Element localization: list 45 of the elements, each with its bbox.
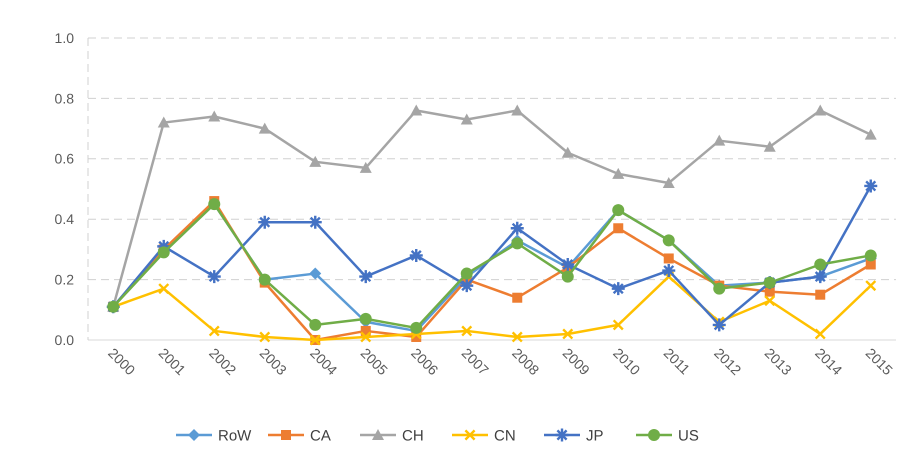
y-tick-label: 0.0 <box>54 332 74 348</box>
point <box>158 116 170 128</box>
point <box>662 176 675 188</box>
point <box>158 283 170 294</box>
point <box>309 156 322 167</box>
y-tick-label: 1.0 <box>54 30 74 46</box>
point <box>410 322 422 334</box>
point <box>864 249 877 262</box>
point <box>713 282 726 295</box>
point <box>713 134 726 146</box>
point <box>613 223 624 234</box>
legend-label: CA <box>310 427 331 444</box>
point <box>512 292 522 303</box>
point <box>511 237 524 250</box>
point <box>158 246 170 258</box>
point <box>814 104 826 116</box>
point <box>309 318 322 331</box>
point <box>410 104 422 116</box>
y-tick-label: 0.4 <box>54 211 74 228</box>
point <box>612 168 624 179</box>
point <box>815 290 826 300</box>
point <box>309 268 322 280</box>
legend-label: CN <box>494 427 516 444</box>
point <box>864 128 877 140</box>
point <box>360 162 372 173</box>
y-tick-label: 0.8 <box>54 90 74 106</box>
legend-label: RoW <box>218 427 252 444</box>
point <box>562 270 574 283</box>
legend-label: CH <box>402 427 424 444</box>
y-tick-label: 0.6 <box>54 150 74 167</box>
point <box>258 122 271 134</box>
point <box>764 295 776 306</box>
point <box>814 258 826 270</box>
legend-label: US <box>678 427 699 444</box>
point <box>562 146 574 158</box>
point <box>460 114 473 125</box>
point <box>764 140 776 152</box>
point <box>208 110 220 122</box>
y-tick-label: 0.2 <box>54 272 74 288</box>
point <box>865 280 876 292</box>
point <box>664 253 674 264</box>
legend-label: JP <box>586 427 604 444</box>
point <box>612 319 624 330</box>
point <box>460 268 473 280</box>
point <box>511 104 524 116</box>
